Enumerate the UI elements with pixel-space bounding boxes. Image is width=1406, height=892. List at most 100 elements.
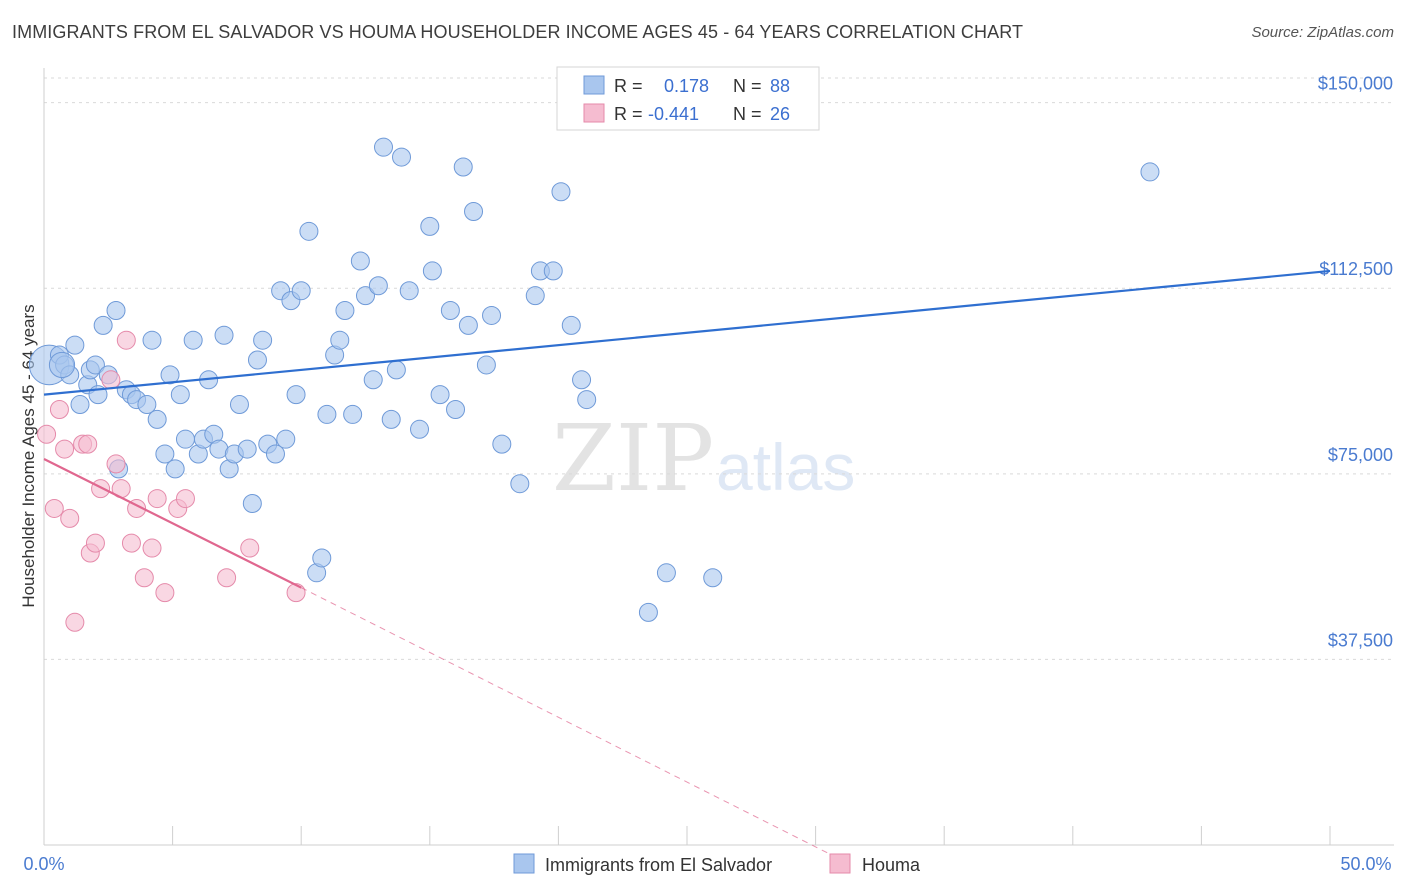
point-el-salvador-8 <box>85 355 105 375</box>
y-tick-label-1: $75,000 <box>1328 445 1393 465</box>
point-el-salvador-24 <box>175 429 195 449</box>
point-houma-0 <box>37 424 57 444</box>
point-el-salvador-67 <box>440 301 460 321</box>
trend-line-houma-extension <box>300 587 842 861</box>
point-el-salvador-54 <box>350 251 370 271</box>
x-tick-label-end: 50.0% <box>1340 854 1391 874</box>
point-el-salvador-40 <box>265 444 285 464</box>
point-el-salvador-18 <box>142 330 162 350</box>
y-tick-labels: $37,500 $75,000 $112,500 $150,000 <box>1318 74 1393 651</box>
point-el-salvador-85 <box>703 568 723 588</box>
point-el-salvador-82 <box>577 390 597 410</box>
point-el-salvador-55 <box>356 286 375 306</box>
point-el-salvador-46 <box>299 221 319 241</box>
point-el-salvador-87 <box>48 351 76 379</box>
point-el-salvador-31 <box>214 325 234 345</box>
point-el-salvador-10 <box>93 315 113 335</box>
point-el-salvador-51 <box>330 330 350 350</box>
legend-swatch-el-salvador <box>513 853 535 874</box>
point-el-salvador-58 <box>374 137 394 157</box>
chart-title: IMMIGRANTS FROM EL SALVADOR VS HOUMA HOU… <box>12 22 1024 42</box>
point-houma-17 <box>134 568 154 588</box>
point-houma-9 <box>85 533 105 553</box>
stats-legend: R = 0.178 N = 88 R = -0.441 N = 26 <box>556 66 820 131</box>
point-el-salvador-62 <box>399 281 419 301</box>
point-el-salvador-35 <box>237 439 257 459</box>
point-el-salvador-4 <box>65 335 85 355</box>
point-el-salvador-21 <box>160 365 180 385</box>
stats-n-label-pink: N = <box>733 104 762 124</box>
point-houma-20 <box>155 583 175 603</box>
point-houma-4 <box>60 508 80 528</box>
point-el-salvador-23 <box>170 385 190 405</box>
legend-swatch-houma <box>829 853 851 874</box>
source-credit: Source: ZipAtlas.com <box>1251 24 1394 41</box>
point-houma-14 <box>116 330 136 350</box>
watermark-zip: ZIP <box>552 405 714 512</box>
point-houma-1 <box>44 498 64 518</box>
point-el-salvador-80 <box>561 315 581 335</box>
point-houma-19 <box>147 489 167 509</box>
point-el-salvador-66 <box>430 385 450 405</box>
point-el-salvador-56 <box>363 370 383 390</box>
point-houma-2 <box>49 399 69 419</box>
point-el-salvador-37 <box>247 350 267 370</box>
point-el-salvador-52 <box>335 301 355 321</box>
stats-r-value-pink: -0.441 <box>648 104 699 124</box>
point-el-salvador-84 <box>656 563 676 583</box>
point-el-salvador-48 <box>312 548 332 568</box>
stats-n-value-blue: 88 <box>770 76 790 96</box>
stats-r-label-pink: R = <box>614 104 643 124</box>
y-tick-label-3: $150,000 <box>1318 74 1393 94</box>
watermark-atlas: atlas <box>716 430 855 504</box>
point-el-salvador-76 <box>525 286 545 306</box>
stats-swatch-blue <box>583 75 605 95</box>
point-el-salvador-86 <box>1140 162 1160 182</box>
trend-lines <box>43 269 1331 861</box>
point-el-salvador-59 <box>381 409 401 429</box>
point-el-salvador-44 <box>286 385 306 405</box>
point-el-salvador-69 <box>453 157 473 177</box>
point-el-salvador-73 <box>482 305 502 325</box>
point-el-salvador-68 <box>446 399 466 419</box>
point-el-salvador-57 <box>368 276 388 296</box>
stats-n-label-blue: N = <box>733 76 762 96</box>
point-houma-7 <box>78 434 98 454</box>
stats-n-value-pink: 26 <box>770 104 790 124</box>
point-el-salvador-72 <box>476 355 496 375</box>
point-el-salvador-5 <box>70 395 90 415</box>
stats-swatch-pink <box>583 103 605 123</box>
point-el-salvador-79 <box>551 182 571 202</box>
point-houma-18 <box>142 538 162 558</box>
point-houma-22 <box>175 489 195 509</box>
axes <box>43 68 1394 846</box>
stats-r-value-blue: 0.178 <box>664 76 709 96</box>
y-tick-label-2: $112,500 <box>1319 259 1393 279</box>
point-houma-3 <box>55 439 75 459</box>
point-el-salvador-45 <box>291 281 311 301</box>
y-tick-label-0: $37,500 <box>1328 630 1393 650</box>
point-houma-12 <box>106 454 126 474</box>
point-houma-24 <box>240 538 260 558</box>
point-el-salvador-19 <box>147 409 167 429</box>
point-houma-10 <box>91 479 111 499</box>
point-el-salvador-78 <box>543 261 563 281</box>
x-tick-label-start: 0.0% <box>23 854 64 874</box>
point-houma-15 <box>121 533 141 553</box>
point-el-salvador-65 <box>422 261 442 281</box>
point-el-salvador-20 <box>155 444 175 464</box>
point-houma-11 <box>101 370 121 390</box>
point-el-salvador-49 <box>317 404 337 424</box>
point-el-salvador-64 <box>420 216 440 236</box>
series-legend: Immigrants from El Salvador Houma <box>513 853 921 875</box>
point-el-salvador-71 <box>464 202 484 222</box>
point-el-salvador-12 <box>106 301 126 321</box>
point-el-salvador-83 <box>638 602 658 622</box>
point-el-salvador-34 <box>229 395 249 415</box>
x-ticks <box>43 826 1331 845</box>
point-el-salvador-22 <box>165 459 185 479</box>
point-el-salvador-61 <box>392 147 412 167</box>
point-el-salvador-38 <box>253 330 273 350</box>
point-el-salvador-17 <box>137 395 157 415</box>
